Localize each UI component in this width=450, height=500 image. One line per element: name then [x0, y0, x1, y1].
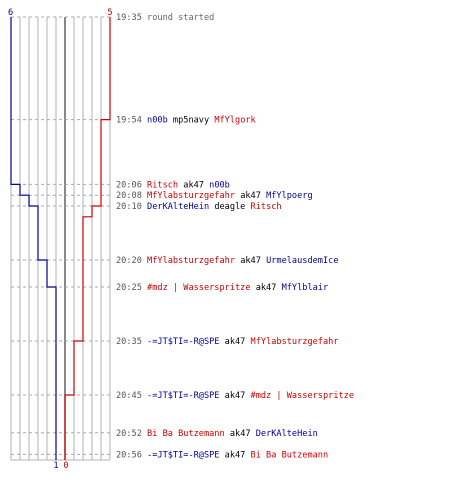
blue-team-start-count: 6 [8, 8, 13, 18]
event-time: 20:35 [116, 337, 147, 347]
event-text: round started [147, 13, 214, 23]
event-row: 20:20 MfYlabsturzgefahr ak47 Urmelausdem… [116, 256, 339, 266]
event-time: 20:10 [116, 202, 147, 212]
event-time: 20:25 [116, 283, 147, 293]
event-victim: Ritsch [251, 202, 282, 212]
event-victim: #mdz | Wasserspritze [251, 391, 354, 401]
event-killer: Bi Ba Butzemann [147, 429, 230, 439]
event-time: 20:20 [116, 256, 147, 266]
event-weapon: ak47 [256, 283, 282, 293]
event-guide-lines [11, 16, 112, 455]
event-time: 20:08 [116, 191, 147, 201]
timeline-grid [10, 17, 111, 461]
kill-feed: 19:35 round started 19:54 n00b mp5navy Mf… [116, 13, 354, 460]
team-score-lines [10, 17, 111, 460]
event-killer: Ritsch [147, 180, 183, 190]
event-weapon: deagle [214, 202, 250, 212]
event-row: 20:35 -=JT$TI=-R@SPE ak47 MfYlabsturzgef… [116, 337, 339, 347]
event-time: 20:56 [116, 450, 147, 460]
event-row: 20:06 Ritsch ak47 n00b [116, 180, 230, 190]
event-killer: DerKAlteHein [147, 202, 214, 212]
event-row: 19:35 round started [116, 13, 214, 23]
event-victim: DerKAlteHein [256, 429, 318, 439]
event-victim: MfYlgork [214, 116, 256, 126]
event-victim: UrmelausdemIce [266, 256, 338, 266]
event-weapon: ak47 [225, 450, 251, 460]
event-row: 20:25 #mdz | Wasserspritze ak47 MfYlblai… [116, 283, 328, 293]
event-row: 20:10 DerKAlteHein deagle Ritsch [116, 202, 282, 212]
event-killer: n00b [147, 116, 173, 126]
event-weapon: ak47 [225, 391, 251, 401]
event-victim: Bi Ba Butzemann [251, 450, 329, 460]
event-time: 19:35 [116, 13, 147, 23]
event-weapon: ak47 [230, 429, 256, 439]
event-killer: MfYlabsturzgefahr [147, 256, 240, 266]
event-row: 20:45 -=JT$TI=-R@SPE ak47 #mdz | Wassers… [116, 391, 354, 401]
event-row: 20:08 MfYlabsturzgefahr ak47 MfYlpoerg [116, 191, 313, 201]
blue-team-line [10, 17, 57, 460]
event-time: 19:54 [116, 116, 147, 126]
event-row: 19:54 n00b mp5navy MfYlgork [116, 116, 257, 126]
event-row: 20:56 -=JT$TI=-R@SPE ak47 Bi Ba Butzeman… [116, 450, 328, 460]
blue-team-end-count: 1 [53, 461, 58, 471]
event-killer: -=JT$TI=-R@SPE [147, 391, 225, 401]
event-victim: n00b [209, 180, 230, 190]
event-weapon: ak47 [240, 191, 266, 201]
event-time: 20:06 [116, 180, 147, 190]
red-team-end-count: 0 [63, 461, 68, 471]
event-killer: -=JT$TI=-R@SPE [147, 337, 225, 347]
event-weapon: ak47 [240, 256, 266, 266]
event-time: 20:45 [116, 391, 147, 401]
event-weapon: ak47 [225, 337, 251, 347]
event-victim: MfYlblair [282, 283, 329, 293]
red-team-start-count: 5 [107, 8, 112, 18]
event-killer: -=JT$TI=-R@SPE [147, 450, 225, 460]
event-weapon: ak47 [183, 180, 209, 190]
event-time: 20:52 [116, 429, 147, 439]
event-victim: MfYlabsturzgefahr [251, 337, 339, 347]
red-team-line [64, 17, 111, 460]
event-weapon: mp5navy [173, 116, 214, 126]
event-killer: MfYlabsturzgefahr [147, 191, 240, 201]
event-killer: #mdz | Wasserspritze [147, 283, 256, 293]
event-victim: MfYlpoerg [266, 191, 313, 201]
event-row: 20:52 Bi Ba Butzemann ak47 DerKAlteHein [116, 429, 318, 439]
